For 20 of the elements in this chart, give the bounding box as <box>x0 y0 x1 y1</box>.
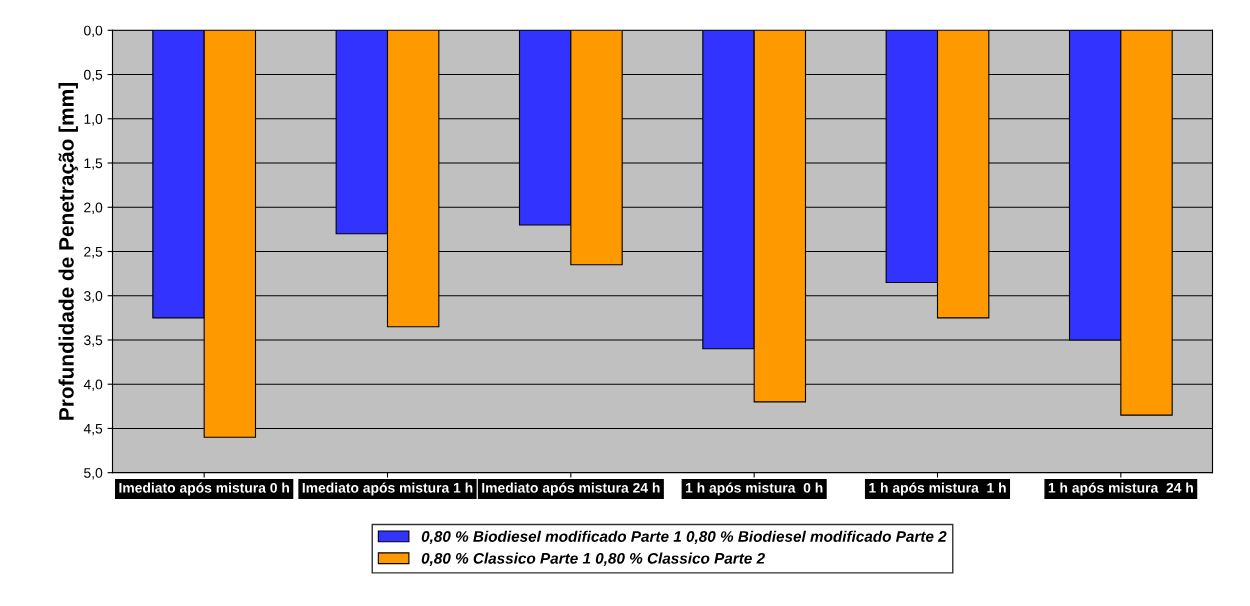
x-tick-label: Imediato após mistura 0 h <box>119 482 289 496</box>
y-tick-label: 1,5 <box>84 158 103 170</box>
x-tick-label: 1 h após mistura 0 h <box>685 482 823 496</box>
y-tick-label: 2,5 <box>84 246 103 259</box>
y-tick-label: 2,0 <box>84 202 103 215</box>
y-tick-label: 3,0 <box>84 291 103 303</box>
legend-label: 0,80 % Biodiesel modificado Parte 1 0,80 % Biodiesel modificado Parte 2 <box>421 530 947 545</box>
y-tick-label: 1,0 <box>84 114 103 126</box>
y-tick-label: 0,5 <box>84 69 103 82</box>
x-tick-label: Imediato após mistura 1 h <box>302 482 473 496</box>
y-tick-label: 4,0 <box>83 379 103 392</box>
y-axis-title: Profundidade de Penetração [mm] <box>58 83 78 420</box>
x-tick-label: Imediato após mistura 24 h <box>482 482 660 496</box>
y-tick-label: 3,5 <box>84 335 103 347</box>
x-tick-label: 1 h após mistura 1 h <box>869 482 1006 496</box>
legend-label: 0,80 % Classico Parte 1 0,80 % Classico Parte 2 <box>421 552 765 566</box>
y-tick-label: 0,0 <box>84 25 103 38</box>
x-tick-label: 1 h após mistura 24 h <box>1048 482 1193 496</box>
y-tick-label: 4,5 <box>83 423 103 436</box>
y-tick-label: 5,0 <box>84 468 103 480</box>
